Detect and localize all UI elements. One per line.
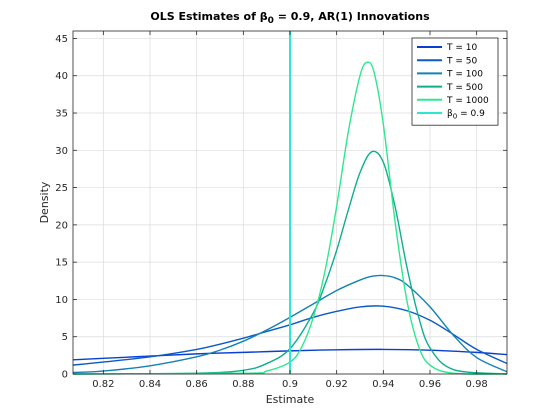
tick-layer: 0.82 0.84 0.86 0.88 0.9 0.92 0.94 0.96 0.98 0 5 10 1…	[55, 31, 507, 390]
legend-entry-label: T = 100	[446, 70, 483, 80]
x-tick-label: 0.84	[139, 379, 161, 390]
x-tick-label: 0.96	[419, 379, 441, 390]
legend-entry-label: T = 50	[446, 56, 477, 66]
series-line-3	[72, 274, 508, 374]
y-tick-label: 45	[55, 34, 68, 45]
y-tick-label: 10	[55, 295, 68, 306]
series-layer	[72, 31, 508, 375]
x-tick-label: 0.92	[326, 379, 348, 390]
y-tick-label: 30	[55, 146, 68, 157]
legend-entry-label: β0 = 0.9	[447, 109, 485, 121]
legend-entry-label: T = 10	[446, 43, 477, 53]
x-tick-label: 0.94	[372, 379, 394, 390]
y-tick-label: 20	[55, 220, 68, 231]
x-tick-label: 0.98	[466, 379, 488, 390]
y-tick-label: 35	[55, 109, 68, 120]
y-tick-label: 40	[55, 71, 68, 82]
x-tick-label: 0.9	[282, 379, 298, 390]
chart-title-rest: = 0.9, AR(1) Innovations	[274, 10, 430, 23]
x-tick-label: 0.88	[232, 379, 254, 390]
y-tick-label: 25	[55, 183, 68, 194]
y-tick-label: 0	[62, 370, 68, 381]
x-tick-label: 0.82	[92, 379, 114, 390]
series-line-4	[72, 150, 508, 375]
legend-entry-label: T = 500	[446, 83, 483, 93]
y-tick-label: 5	[62, 332, 68, 343]
chart-title-subscript: 0	[268, 16, 274, 26]
legend-entry-label: T = 1000	[446, 96, 489, 106]
x-tick-label: 0.86	[186, 379, 208, 390]
y-axis-label: Density	[38, 181, 51, 223]
legend: T = 10 T = 50 T = 100 T = 500 T = 1000 β0 = 0…	[411, 37, 499, 126]
legend-box	[411, 37, 499, 126]
chart-title: OLS Estimates of β0 = 0.9, AR(1) Innovat…	[150, 10, 430, 26]
series-line-5	[72, 61, 508, 375]
x-axis-label: Estimate	[266, 393, 315, 406]
y-tick-label: 15	[55, 258, 68, 269]
chart-title-main: OLS Estimates of β	[150, 10, 267, 23]
